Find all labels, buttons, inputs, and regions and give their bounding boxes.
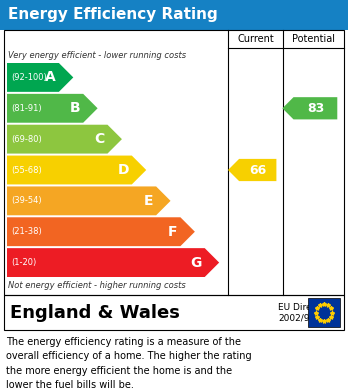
Text: EU Directive: EU Directive bbox=[278, 303, 334, 312]
Text: Very energy efficient - lower running costs: Very energy efficient - lower running co… bbox=[8, 50, 186, 59]
Text: The energy efficiency rating is a measure of the
overall efficiency of a home. T: The energy efficiency rating is a measur… bbox=[6, 337, 252, 390]
Text: 66: 66 bbox=[249, 163, 266, 176]
Text: Current: Current bbox=[237, 34, 274, 44]
Bar bbox=[0, 0, 348, 30]
Text: (55-68): (55-68) bbox=[11, 165, 42, 174]
Text: Not energy efficient - higher running costs: Not energy efficient - higher running co… bbox=[8, 282, 186, 291]
Bar bbox=[4, 30, 344, 295]
Text: Energy Efficiency Rating: Energy Efficiency Rating bbox=[8, 7, 218, 23]
Polygon shape bbox=[7, 187, 171, 215]
Text: D: D bbox=[117, 163, 129, 177]
Polygon shape bbox=[7, 248, 219, 277]
Polygon shape bbox=[282, 97, 337, 119]
Text: (92-100): (92-100) bbox=[11, 73, 47, 82]
Text: 83: 83 bbox=[307, 102, 324, 115]
Text: (21-38): (21-38) bbox=[11, 227, 42, 236]
Text: A: A bbox=[45, 70, 56, 84]
Polygon shape bbox=[7, 217, 195, 246]
Text: E: E bbox=[144, 194, 153, 208]
Polygon shape bbox=[7, 125, 122, 154]
Text: England & Wales: England & Wales bbox=[10, 303, 180, 321]
Text: F: F bbox=[168, 225, 177, 239]
Text: B: B bbox=[70, 101, 80, 115]
Bar bbox=[4, 295, 344, 330]
Text: Potential: Potential bbox=[292, 34, 335, 44]
Text: (39-54): (39-54) bbox=[11, 196, 42, 205]
Polygon shape bbox=[7, 94, 97, 123]
Text: G: G bbox=[190, 256, 202, 269]
Text: (81-91): (81-91) bbox=[11, 104, 42, 113]
Text: (1-20): (1-20) bbox=[11, 258, 36, 267]
Text: 2002/91/EC: 2002/91/EC bbox=[278, 313, 330, 322]
Text: (69-80): (69-80) bbox=[11, 135, 42, 143]
Polygon shape bbox=[7, 63, 73, 92]
Polygon shape bbox=[7, 156, 146, 185]
Polygon shape bbox=[228, 159, 276, 181]
Text: C: C bbox=[94, 132, 104, 146]
Bar bbox=[308, 298, 340, 327]
